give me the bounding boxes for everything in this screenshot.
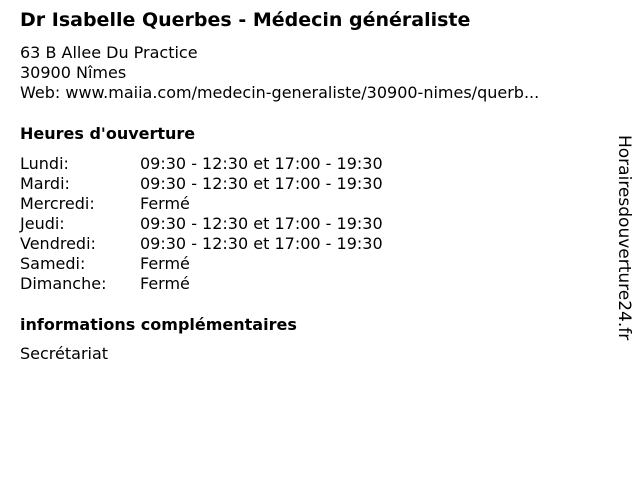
day-hours: 09:30 - 12:30 et 17:00 - 19:30 xyxy=(140,214,383,233)
day-hours: Fermé xyxy=(140,274,190,293)
day-label: Lundi: xyxy=(20,154,69,173)
day-label: Samedi: xyxy=(20,254,86,273)
info-text: Secrétariat xyxy=(20,344,109,363)
hours-row: Vendredi: 09:30 - 12:30 et 17:00 - 19:30 xyxy=(20,234,383,254)
day-label: Dimanche: xyxy=(20,274,107,293)
hours-row: Mercredi: Fermé xyxy=(20,194,190,214)
hours-row: Dimanche: Fermé xyxy=(20,274,190,294)
day-hours: 09:30 - 12:30 et 17:00 - 19:30 xyxy=(140,174,383,193)
info-heading: informations complémentaires xyxy=(20,315,297,334)
page-title: Dr Isabelle Querbes - Médecin généralist… xyxy=(20,9,471,31)
day-hours: 09:30 - 12:30 et 17:00 - 19:30 xyxy=(140,234,383,253)
watermark: Horairesdouverture24.fr xyxy=(614,135,634,341)
address-street: 63 B Allee Du Practice xyxy=(20,43,198,62)
day-label: Mercredi: xyxy=(20,194,95,213)
day-hours: Fermé xyxy=(140,254,190,273)
day-label: Jeudi: xyxy=(20,214,65,233)
day-label: Mardi: xyxy=(20,174,70,193)
hours-heading: Heures d'ouverture xyxy=(20,124,196,143)
website-link[interactable]: Web: www.maiia.com/medecin-generaliste/3… xyxy=(20,83,540,102)
hours-row: Jeudi: 09:30 - 12:30 et 17:00 - 19:30 xyxy=(20,214,383,234)
hours-row: Samedi: Fermé xyxy=(20,254,190,274)
day-hours: 09:30 - 12:30 et 17:00 - 19:30 xyxy=(140,154,383,173)
day-hours: Fermé xyxy=(140,194,190,213)
day-label: Vendredi: xyxy=(20,234,96,253)
hours-row: Lundi: 09:30 - 12:30 et 17:00 - 19:30 xyxy=(20,154,383,174)
hours-row: Mardi: 09:30 - 12:30 et 17:00 - 19:30 xyxy=(20,174,383,194)
address-city: 30900 Nîmes xyxy=(20,63,127,82)
